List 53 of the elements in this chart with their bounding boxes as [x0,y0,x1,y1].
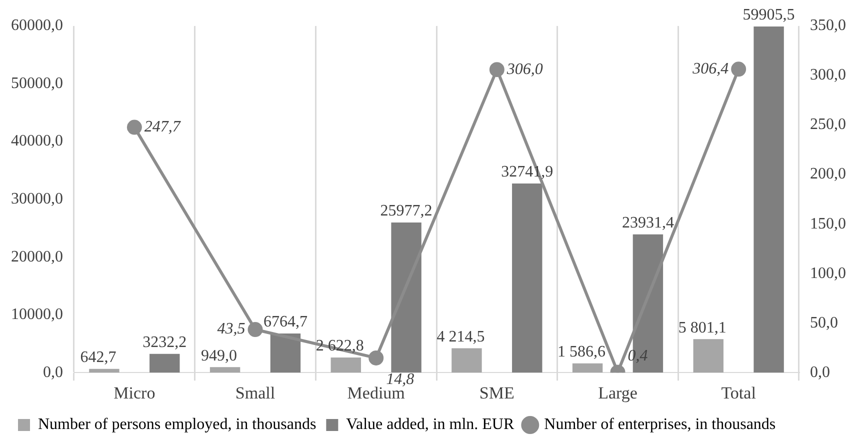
bar [452,348,482,373]
y2-tick-label: 300,0 [810,66,846,84]
data-label: 1 586,6 [558,344,606,361]
x-tick-label: Total [721,383,756,402]
legend-label: Value added, in mln. EUR [346,416,514,434]
y-tick-label: 60000,0 [11,17,63,34]
data-label: 5 801,1 [678,319,726,336]
y-tick-label: 50000,0 [11,74,63,92]
bar [572,363,603,373]
data-label: 247,7 [144,118,182,136]
bar [754,26,784,373]
x-tick-label: Micro [114,383,156,402]
x-tick-label: SME [479,383,514,402]
y2-tick-label: 200,0 [810,166,846,183]
bar [270,334,301,373]
data-label: 23931,4 [622,214,674,232]
bar [89,368,120,373]
x-tick-label: Large [598,383,638,402]
y-tick-label: 0,0 [43,364,63,381]
y2-tick-label: 350,0 [810,17,846,34]
data-label: 306,4 [692,60,729,78]
bar [210,367,240,373]
data-label: 3232,2 [142,334,187,352]
data-label: 6764,7 [263,314,308,331]
y2-tick-label: 0,0 [810,364,830,381]
bar [330,357,361,373]
data-label: 642,7 [80,349,116,366]
data-label: 4 214,5 [436,328,485,346]
y2-tick-label: 250,0 [810,116,846,134]
y-tick-label: 40000,0 [11,132,63,150]
bar [150,354,180,373]
legend-label: Number of persons employed, in thousands [38,416,316,434]
bar [391,222,422,373]
point [126,120,142,135]
point [248,322,263,338]
data-label: 306,0 [506,60,543,78]
y2-tick-label: 150,0 [810,215,846,232]
data-label: 949,0 [201,347,238,364]
bar [512,183,542,373]
y-tick-label: 30000,0 [11,190,63,208]
point [731,62,746,77]
legend-label: Number of enterprises, in thousands [544,416,776,434]
data-label: 59905,5 [742,6,795,24]
y2-tick-label: 50,0 [810,314,838,332]
point [368,350,384,366]
x-tick-label: Small [235,383,276,402]
data-label: 25977,2 [380,202,432,220]
y2-tick-label: 100,0 [810,264,846,282]
point [489,62,504,78]
y-tick-label: 20000,0 [11,248,63,266]
y-tick-label: 10000,0 [11,306,63,324]
data-label: 43,5 [217,320,246,338]
bar [693,339,724,373]
